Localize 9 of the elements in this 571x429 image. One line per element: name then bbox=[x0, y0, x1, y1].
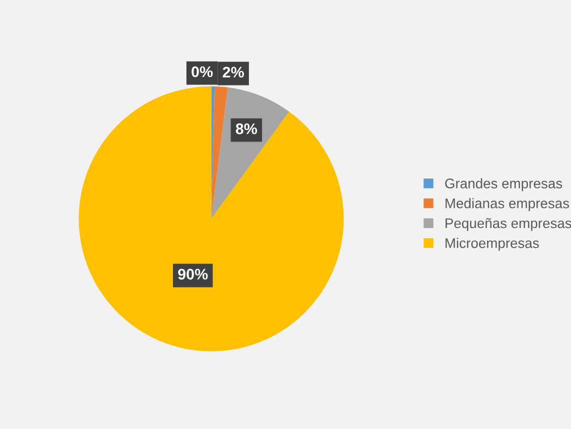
legend-label: Grandes empresas bbox=[445, 178, 562, 192]
legend-label: Medianas empresas bbox=[446, 198, 570, 212]
data-label: 0% bbox=[192, 66, 213, 78]
data-label: 2% bbox=[222, 66, 244, 78]
pie-slice bbox=[78, 86, 344, 352]
data-label: 90% bbox=[178, 268, 208, 280]
data-label: 8% bbox=[236, 123, 258, 134]
legend-label: Pequeñas empresas bbox=[446, 218, 571, 231]
legend-label: Microempresas bbox=[446, 238, 539, 251]
